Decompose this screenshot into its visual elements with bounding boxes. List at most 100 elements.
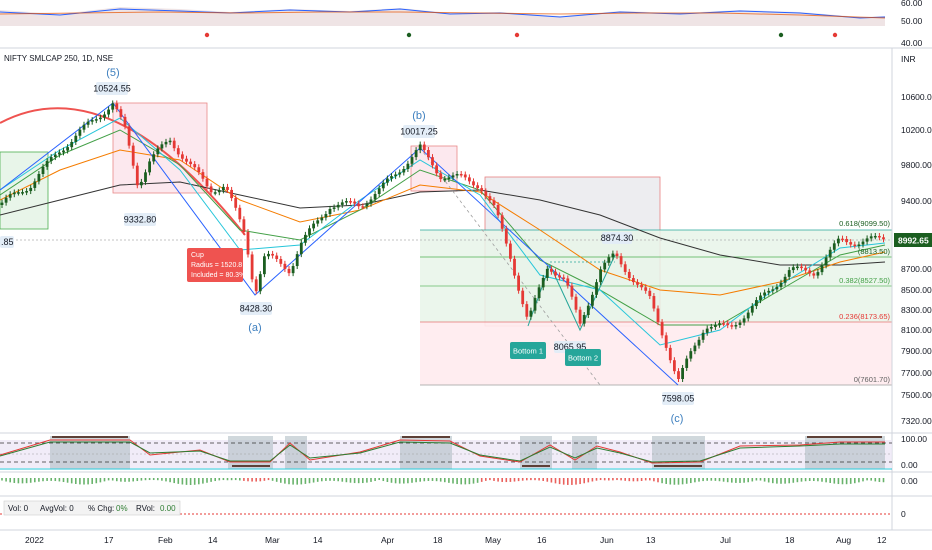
histogram-bar xyxy=(267,478,270,481)
histogram-bar xyxy=(817,478,819,482)
histogram-bar xyxy=(772,478,774,484)
histogram-bar xyxy=(234,478,237,481)
histogram-bar xyxy=(497,478,499,482)
histogram-bar xyxy=(755,478,758,481)
candle-body xyxy=(513,258,516,276)
histogram-bar xyxy=(493,478,495,481)
x-tick: 18 xyxy=(433,535,443,545)
histogram-bar xyxy=(62,478,65,483)
candle-body xyxy=(131,145,135,166)
histogram-bar xyxy=(54,478,57,482)
price-panel: 10524.55 9332.80 8428.30 10017.25 8874.3… xyxy=(0,67,892,425)
y-tick: 8100.00 xyxy=(901,325,932,335)
histogram-bar xyxy=(5,478,7,482)
candle-body xyxy=(496,204,500,216)
x-tick: 13 xyxy=(646,535,656,545)
svg-text:AvgVol: 0: AvgVol: 0 xyxy=(40,504,74,513)
histogram-bar xyxy=(788,478,790,484)
candle-body xyxy=(615,253,619,257)
candle-body xyxy=(541,277,545,288)
candle-body xyxy=(176,148,180,155)
histogram-bar xyxy=(796,478,799,483)
green-box-left xyxy=(0,151,49,230)
candle-body xyxy=(365,203,369,207)
histogram-bar xyxy=(218,478,221,481)
histogram-bar xyxy=(181,478,184,485)
histogram-bar xyxy=(878,478,881,482)
candle-body xyxy=(472,181,475,186)
histogram-bar xyxy=(640,478,643,481)
histogram-bar xyxy=(169,478,171,483)
y-tick: 7700.00 xyxy=(901,368,932,378)
histogram-bar xyxy=(230,478,233,481)
histogram-bar xyxy=(829,478,831,483)
candle-body xyxy=(189,161,192,165)
candle-body xyxy=(90,120,94,122)
candle-body xyxy=(345,201,348,203)
top-indicator-label: 50.00 xyxy=(901,16,923,26)
histogram-bar xyxy=(198,478,200,485)
histogram-bar xyxy=(739,478,741,483)
histogram-bar xyxy=(214,478,216,482)
candle-body xyxy=(49,157,53,162)
histogram-bar xyxy=(825,478,827,483)
x-tick: 17 xyxy=(104,535,114,545)
bottom1-label: Bottom 1 xyxy=(510,342,546,359)
candle-body xyxy=(578,309,582,324)
candle-body xyxy=(140,181,143,186)
histogram-bar xyxy=(280,478,282,483)
histogram-bar xyxy=(206,478,208,483)
y-tick: 10600.00 xyxy=(901,92,932,102)
histogram-bar xyxy=(308,478,311,484)
histogram-bar xyxy=(628,478,631,482)
candle-body xyxy=(246,232,250,255)
candle-body xyxy=(677,371,680,380)
candle-body xyxy=(8,194,12,198)
candle-body xyxy=(722,323,725,325)
stoch-d xyxy=(0,441,885,463)
chart-title: NIFTY SMLCAP 250, 1D, NSE xyxy=(4,54,113,63)
histogram-bar xyxy=(808,478,811,482)
candle-body xyxy=(152,154,156,162)
candle-body xyxy=(390,176,393,179)
top-indicator-label: 60.00 xyxy=(901,0,923,8)
candle-body xyxy=(882,237,885,240)
svg-text:% Chg:: % Chg: xyxy=(88,504,114,513)
histogram-bar xyxy=(17,478,20,484)
candle-body xyxy=(644,287,648,291)
histogram-bar xyxy=(99,478,102,483)
candle-body xyxy=(427,150,430,158)
histogram-bar xyxy=(800,478,803,482)
svg-text:7598.05: 7598.05 xyxy=(662,394,695,404)
candle-body xyxy=(484,191,488,197)
histogram-bar xyxy=(226,478,229,481)
candle-body xyxy=(94,119,98,121)
stoch-label: 0.00 xyxy=(901,460,918,470)
histogram-bar xyxy=(189,478,192,485)
ma-black xyxy=(0,181,886,266)
histogram-bar xyxy=(644,478,647,481)
candle-body xyxy=(611,253,615,258)
candle-body xyxy=(99,117,102,120)
candle-body xyxy=(521,290,525,305)
candle-body xyxy=(861,241,865,245)
y-tick: 9400.00 xyxy=(901,196,932,206)
histogram-bar xyxy=(46,478,48,481)
fib-label: 0.618(9099.50) xyxy=(839,219,890,228)
candle-body xyxy=(509,243,512,259)
svg-text:8992.65: 8992.65 xyxy=(898,236,929,246)
candle-body xyxy=(681,367,684,380)
candle-body xyxy=(398,172,402,175)
candle-body xyxy=(283,263,287,269)
histogram-bar xyxy=(636,478,639,482)
histogram-bar xyxy=(349,478,352,483)
candle-body xyxy=(213,192,217,194)
svg-text:Bottom 2: Bottom 2 xyxy=(568,354,598,363)
candle-body xyxy=(775,286,779,290)
svg-text:Vol: 0: Vol: 0 xyxy=(8,504,29,513)
svg-text:8874.30: 8874.30 xyxy=(601,233,634,243)
histogram-bar xyxy=(485,478,487,481)
candle-body xyxy=(439,173,443,180)
histogram-bar xyxy=(845,478,848,485)
